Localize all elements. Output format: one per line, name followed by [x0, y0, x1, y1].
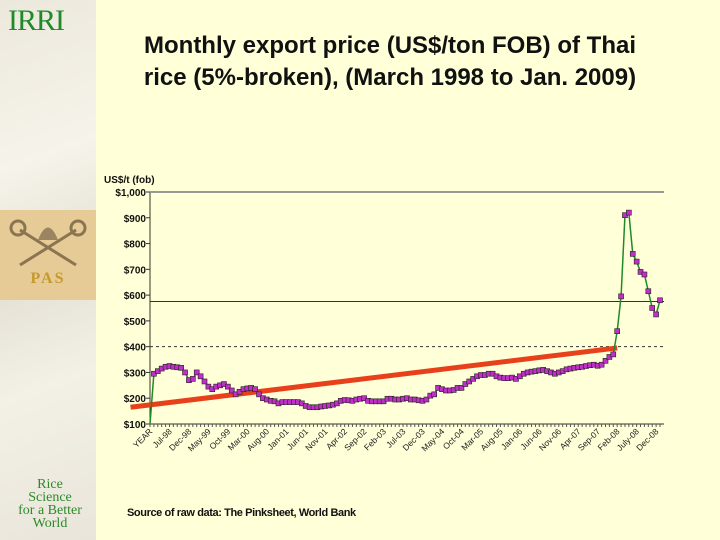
data-point — [458, 385, 465, 391]
sidebar-rice-image: IRRI PAS Rice Science for a Better World — [0, 0, 96, 540]
x-tick-label: Nov-01 — [303, 426, 330, 453]
slide-title: Monthly export price (US$/ton FOB) of Th… — [110, 30, 670, 94]
y-axis-label: US$/t (fob) — [104, 175, 155, 186]
irri-logo: IRRI — [8, 4, 65, 37]
data-point — [431, 391, 437, 398]
x-tick-label: Aug-00 — [245, 426, 272, 453]
trend-line — [130, 345, 618, 410]
y-tick-label: $500 — [124, 317, 147, 328]
y-tick-label: $900 — [124, 214, 147, 225]
x-tick-label: Aug-05 — [478, 426, 505, 453]
y-tick-label: $1,000 — [115, 188, 146, 199]
y-tick-label: $700 — [124, 265, 147, 276]
data-point — [641, 271, 648, 278]
x-tick-label: Dec-08 — [634, 426, 661, 453]
y-tick-label: $300 — [124, 368, 147, 379]
y-tick-label: $600 — [124, 291, 147, 302]
data-point — [252, 386, 258, 393]
data-point — [256, 391, 262, 398]
data-point — [190, 376, 196, 382]
pas-text: PAS — [30, 270, 66, 287]
title-line-1: Monthly export price (US$/ton FOB) of Th… — [144, 32, 636, 59]
x-tick-label: Feb-03 — [362, 426, 388, 452]
tagline-line: World — [32, 516, 68, 531]
tagline-line: Science — [28, 490, 72, 505]
source-note: Source of raw data: The Pinksheet, World… — [127, 507, 356, 519]
y-tick-label: $100 — [124, 420, 147, 431]
data-point — [657, 297, 663, 304]
data-point — [626, 209, 632, 216]
y-tick-label: $800 — [124, 240, 147, 251]
data-point — [225, 383, 231, 390]
data-point — [201, 378, 208, 385]
data-point — [633, 258, 640, 265]
pas-seal: PAS — [0, 210, 96, 300]
data-point — [653, 311, 659, 318]
data-point — [197, 373, 204, 380]
data-point — [649, 305, 656, 311]
rice-science-logo: Rice Science for a Better World — [10, 477, 90, 531]
data-point — [178, 365, 184, 371]
data-point — [645, 288, 652, 295]
title-line-2: rice (5%-broken), (March 1998 to Jan. 20… — [143, 64, 637, 91]
data-point — [182, 369, 188, 376]
papal-keys-icon — [9, 219, 87, 267]
data-point — [228, 387, 235, 394]
data-point — [423, 396, 430, 403]
tagline-line: for a Better — [18, 503, 82, 518]
data-point — [629, 251, 636, 257]
x-tick-label: Nov-06 — [537, 426, 564, 453]
data-point — [618, 293, 624, 300]
tagline-line: Rice — [37, 477, 63, 492]
price-chart: US$/t (fob) $100 $200 $300 $400 $500 $600 $700… — [104, 175, 664, 453]
y-tick-label: $400 — [124, 343, 147, 354]
y-tick-label: $200 — [124, 394, 147, 405]
data-point — [598, 361, 605, 368]
data-point — [614, 328, 620, 335]
data-point — [610, 351, 617, 358]
data-point — [602, 358, 609, 364]
data-point — [193, 369, 200, 376]
series-line — [149, 211, 661, 425]
